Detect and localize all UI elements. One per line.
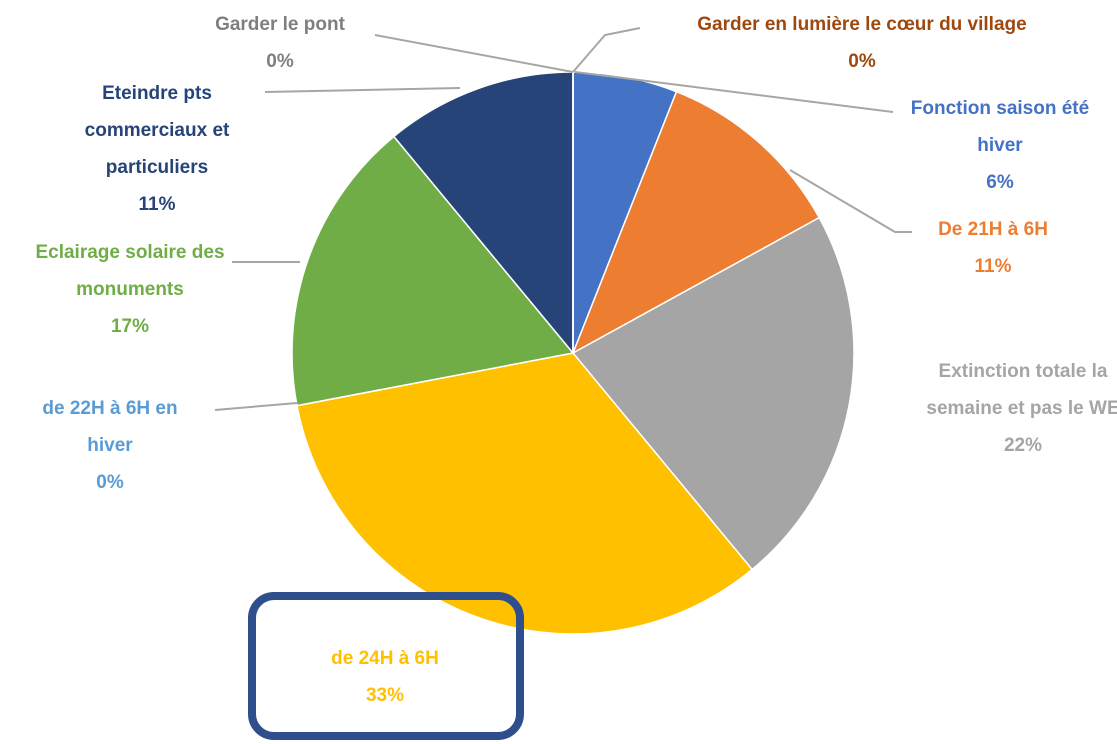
category-label: de 24H à 6H	[331, 648, 439, 669]
category-label: Garder le pont	[215, 14, 345, 35]
highlight-box	[248, 592, 524, 740]
category-label: Eclairage solaire des monuments	[35, 242, 225, 300]
data-label: De 21H à 6H 11%	[893, 211, 1093, 285]
value-label: 0%	[96, 472, 124, 493]
pie-slice	[291, 135, 575, 407]
category-label: Extinction totale la semaine et pas le W…	[926, 361, 1117, 419]
leader-line	[789, 169, 912, 233]
value-label: 11%	[974, 256, 1012, 277]
value-label: 6%	[986, 172, 1014, 193]
value-label: 17%	[110, 316, 150, 337]
leader-line	[574, 71, 894, 113]
data-label: Garder le pont 0%	[160, 6, 400, 80]
leader-line	[374, 34, 574, 73]
category-label: De 21H à 6H	[938, 219, 1048, 240]
value-label: 33%	[365, 685, 405, 706]
data-label: Garder en lumière le cœur du village 0%	[622, 6, 1102, 80]
data-label: Eclairage solaire des monuments 17%	[30, 234, 230, 345]
leader-line	[214, 402, 298, 411]
data-label: Fonction saison été hiver 6%	[908, 90, 1093, 201]
data-label: de 24H à 6H 33%	[285, 640, 485, 714]
pie-slice	[571, 90, 821, 355]
category-label: Garder en lumière le cœur du village	[697, 14, 1027, 35]
category-label: Fonction saison été hiver	[910, 98, 1090, 156]
category-label: Eteindre pts commerciaux et particuliers	[84, 83, 230, 178]
value-label: 0%	[266, 51, 294, 72]
pie-slice	[392, 71, 574, 356]
pie-slice	[571, 216, 855, 571]
data-label: Eteindre pts commerciaux et particuliers…	[65, 75, 250, 223]
leader-line	[572, 27, 641, 73]
pie-slice	[296, 352, 754, 635]
data-label: de 22H à 6H en hiver 0%	[18, 390, 203, 501]
value-label: 11%	[138, 194, 176, 215]
leader-line	[264, 87, 461, 93]
value-label: 0%	[848, 51, 876, 72]
category-label: de 22H à 6H en hiver	[42, 398, 178, 456]
value-label: 22%	[1003, 435, 1043, 456]
data-label: Extinction totale la semaine et pas le W…	[926, 353, 1117, 464]
